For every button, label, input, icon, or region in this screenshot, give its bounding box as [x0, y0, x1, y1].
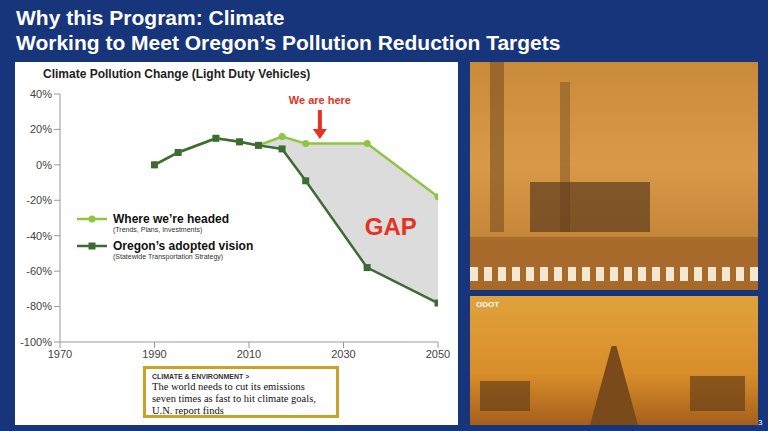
svg-text:2010: 2010 — [237, 348, 261, 360]
html-text:(Trends, Plans, Investments): (Trends, Plans, Investments) — [113, 226, 203, 233]
svg-text:-100%: -100% — [20, 336, 52, 348]
svg-text:1970: 1970 — [48, 348, 72, 360]
svg-text:40%: 40% — [30, 88, 52, 100]
html-text:The world needs to cut its emi: The world needs to cut its emissions sev… — [152, 381, 316, 416]
svg-text:20%: 20% — [30, 123, 52, 135]
svg-text:-60%: -60% — [26, 265, 52, 277]
html-text:Working to Meet Oregon’s Pollu: Working to Meet Oregon’s Pollution Reduc… — [16, 31, 561, 54]
svg-text:GAP: GAP — [365, 213, 417, 240]
html-text:CLIMATE & ENVIRONMENT >: CLIMATE & ENVIRONMENT > — [152, 373, 250, 380]
svg-text:We are here: We are here — [289, 94, 351, 106]
svg-text:-40%: -40% — [26, 230, 52, 242]
html-text:Oregon’s adopted vision: Oregon’s adopted vision — [113, 239, 254, 253]
html-text:3: 3 — [758, 418, 763, 427]
html-text:Why this Program: Climate: Why this Program: Climate — [16, 6, 285, 29]
svg-text:0%: 0% — [36, 159, 52, 171]
html-text:(Statewide Transportation Stra: (Statewide Transportation Strategy) — [113, 253, 224, 260]
svg-text:2050: 2050 — [426, 348, 450, 360]
html-text:Climate Pollution Change (Ligh: Climate Pollution Change (Light Duty Veh… — [43, 67, 311, 81]
svg-text:-80%: -80% — [26, 300, 52, 312]
svg-text:1990: 1990 — [142, 348, 166, 360]
html-text:Where we’re headed: Where we’re headed — [113, 212, 229, 226]
html-text:ODOT: ODOT — [476, 300, 500, 309]
svg-text:2030: 2030 — [331, 348, 355, 360]
svg-text:-20%: -20% — [26, 194, 52, 206]
